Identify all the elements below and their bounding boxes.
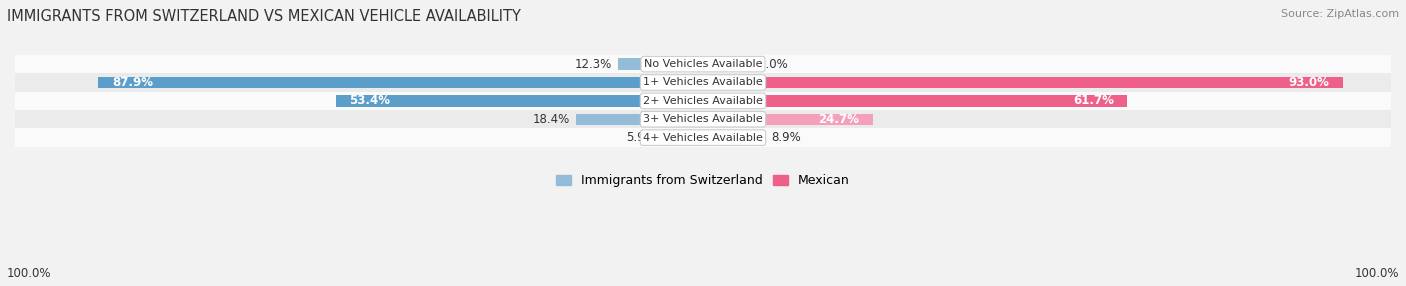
Text: 7.0%: 7.0% [758, 57, 787, 71]
Bar [703, 132, 765, 143]
Text: 18.4%: 18.4% [533, 113, 569, 126]
Text: 4+ Vehicles Available: 4+ Vehicles Available [643, 133, 763, 143]
Bar [703, 114, 873, 125]
Bar [0, 128, 1406, 147]
Text: 53.4%: 53.4% [349, 94, 391, 107]
Text: 24.7%: 24.7% [818, 113, 859, 126]
Text: 100.0%: 100.0% [7, 267, 52, 280]
Text: IMMIGRANTS FROM SWITZERLAND VS MEXICAN VEHICLE AVAILABILITY: IMMIGRANTS FROM SWITZERLAND VS MEXICAN V… [7, 9, 520, 23]
Bar [703, 95, 1128, 107]
Bar [0, 92, 1406, 110]
Bar [0, 55, 1406, 73]
Text: 5.9%: 5.9% [626, 131, 655, 144]
Bar [703, 77, 1343, 88]
Text: 1+ Vehicles Available: 1+ Vehicles Available [643, 78, 763, 88]
Text: No Vehicles Available: No Vehicles Available [644, 59, 762, 69]
Text: 87.9%: 87.9% [112, 76, 153, 89]
Text: 93.0%: 93.0% [1288, 76, 1329, 89]
Bar [703, 58, 751, 70]
Bar [576, 114, 703, 125]
Bar [98, 77, 703, 88]
Bar [0, 110, 1406, 128]
Text: 61.7%: 61.7% [1073, 94, 1114, 107]
Text: 2+ Vehicles Available: 2+ Vehicles Available [643, 96, 763, 106]
Text: 3+ Vehicles Available: 3+ Vehicles Available [643, 114, 763, 124]
Legend: Immigrants from Switzerland, Mexican: Immigrants from Switzerland, Mexican [557, 174, 849, 187]
Bar [336, 95, 703, 107]
Bar [0, 73, 1406, 92]
Text: Source: ZipAtlas.com: Source: ZipAtlas.com [1281, 9, 1399, 19]
Bar [619, 58, 703, 70]
Bar [662, 132, 703, 143]
Text: 12.3%: 12.3% [574, 57, 612, 71]
Text: 100.0%: 100.0% [1354, 267, 1399, 280]
Text: 8.9%: 8.9% [770, 131, 801, 144]
